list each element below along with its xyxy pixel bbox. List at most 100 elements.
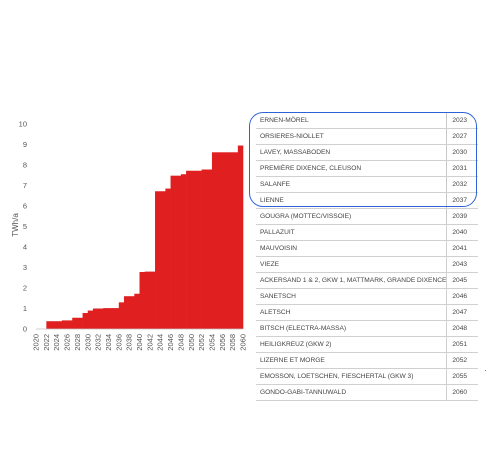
- x-tick-label: 2022: [42, 334, 51, 351]
- x-tick-label: 2054: [207, 334, 216, 351]
- step-bar: [155, 191, 166, 329]
- table-row: LIZERNE ET MORGE 2052: [256, 352, 478, 369]
- y-tick-label: 9: [23, 140, 27, 149]
- table-row: BITSCH (ELECTRA-MASSA) 2048: [256, 320, 478, 337]
- plant-year: 2030: [446, 144, 478, 161]
- plant-year: 2039: [446, 208, 478, 225]
- table-row: EMOSSON, LOETSCHEN, FIESCHERTAL (GKW 3) 2…: [256, 368, 478, 385]
- plant-year: 2043: [446, 256, 478, 273]
- step-bar: [103, 308, 120, 329]
- y-axis-label: TWh/a: [11, 213, 20, 237]
- step-bar: [170, 175, 182, 329]
- step-bar: [123, 296, 135, 329]
- x-tick-label: 2050: [187, 334, 196, 351]
- plant-year: 2045: [446, 272, 478, 289]
- table-row: HEILIGKREUZ (GKW 2) 2051: [256, 336, 478, 353]
- y-tick-label: 10: [19, 120, 27, 129]
- step-bar: [82, 313, 89, 329]
- table-row: SANETSCH 2046: [256, 288, 478, 305]
- plant-name: ERNEN-MÖREL: [256, 113, 448, 129]
- plant-year: 2027: [446, 128, 478, 145]
- plant-name: LIZERNE ET MORGE: [256, 352, 448, 369]
- plant-name: HEILIGKREUZ (GKW 2): [256, 336, 448, 353]
- x-tick-label: 2026: [63, 334, 72, 351]
- x-tick-label: 2034: [104, 334, 113, 351]
- plant-year: 2055: [446, 368, 478, 385]
- x-tick-label: 2052: [197, 334, 206, 351]
- plant-name: ACKERSAND 1 & 2, GKW 1, MATTMARK, GRANDE…: [256, 272, 448, 289]
- x-tick-label: 2024: [52, 334, 61, 351]
- table-row: PREMIÈRE DIXENCE, CLEUSON 2031: [256, 160, 478, 177]
- step-bar: [144, 271, 156, 329]
- plant-year: 2060: [446, 384, 478, 401]
- table-row: MAUVOISIN 2041: [256, 240, 478, 257]
- step-bar: [72, 317, 83, 329]
- plant-name: GONDO-GABI-TANNUWALD: [256, 384, 448, 401]
- table-row: GOUGRA (MOTTEC/VISSOIE) 2039: [256, 208, 478, 225]
- step-bar: [92, 308, 104, 329]
- x-axis: 2020 2022 2024 2026 2028 2030 2032 2034 2036 2038…: [32, 334, 248, 351]
- y-tick-label: 6: [23, 202, 27, 211]
- plant-name: LIENNE: [256, 192, 448, 209]
- step-bar: [211, 152, 239, 329]
- plant-name: VIEZE: [256, 256, 448, 273]
- y-tick-label: 2: [23, 284, 27, 293]
- plant-year: 2051: [446, 336, 478, 353]
- plant-name: GOUGRA (MOTTEC/VISSOIE): [256, 208, 448, 225]
- plant-name: MAUVOISIN: [256, 240, 448, 257]
- table-row: ACKERSAND 1 & 2, GKW 1, MATTMARK, GRANDE…: [256, 272, 478, 289]
- y-tick-label: 4: [23, 243, 27, 252]
- plant-name: SALANFE: [256, 176, 448, 193]
- y-tick-label: 3: [23, 263, 27, 272]
- step-bar: [237, 145, 244, 329]
- step-bar: [134, 293, 140, 329]
- x-tick-label: 2032: [94, 334, 103, 351]
- x-tick-label: 2040: [135, 334, 144, 351]
- table-row: SALANFE 2032: [256, 176, 478, 193]
- plant-year: 2041: [446, 240, 478, 257]
- x-tick-label: 2056: [218, 334, 227, 351]
- table-row: ORSIERES-NIOLLET 2027: [256, 128, 478, 145]
- step-bar: [61, 320, 73, 329]
- step-bar: [87, 310, 94, 329]
- step-bar: [46, 321, 63, 329]
- table-row: VIEZE 2043: [256, 256, 478, 273]
- table-row: PALLAZUIT 2040: [256, 224, 478, 241]
- plant-year: 2040: [446, 224, 478, 241]
- table-row: ALETSCH 2047: [256, 304, 478, 321]
- x-tick-label: 2042: [145, 334, 154, 351]
- plant-year: 2047: [446, 304, 478, 321]
- x-tick-label: 2030: [83, 334, 92, 351]
- plant-year: 2048: [446, 320, 478, 337]
- x-tick-label: 2028: [73, 334, 82, 351]
- x-tick-label: 2036: [114, 334, 123, 351]
- y-tick-label: 8: [23, 161, 27, 170]
- step-bar: [165, 188, 171, 329]
- y-tick-label: 0: [23, 325, 27, 334]
- step-bar: [186, 170, 202, 329]
- plant-year: 2046: [446, 288, 478, 305]
- y-axis: 0 1 2 3 4 5 6 7 8 9 10: [19, 120, 27, 334]
- stray-dot: [485, 370, 486, 371]
- plant-year: 2052: [446, 352, 478, 369]
- y-tick-label: 5: [23, 222, 27, 231]
- x-tick-label: 2038: [125, 334, 134, 351]
- plant-name: SANETSCH: [256, 288, 448, 305]
- power-plant-table: ERNEN-MÖREL 2023 ORSIERES-NIOLLET 2027 LAVEY…: [256, 113, 478, 401]
- plant-name: BITSCH (ELECTRA-MASSA): [256, 320, 448, 337]
- plant-name: ORSIERES-NIOLLET: [256, 128, 448, 145]
- x-tick-label: 2048: [176, 334, 185, 351]
- plant-name: ALETSCH: [256, 304, 448, 321]
- x-tick-label: 2046: [166, 334, 175, 351]
- step-bar: [201, 169, 213, 329]
- y-tick-label: 7: [23, 181, 27, 190]
- y-tick-label: 1: [23, 304, 27, 313]
- step-bar: [118, 302, 125, 329]
- table-row: LAVEY, MASSABODEN 2030: [256, 144, 478, 161]
- table-row: GONDO-GABI-TANNUWALD 2060: [256, 384, 478, 401]
- plant-name: LAVEY, MASSABODEN: [256, 144, 448, 161]
- step-bar: [139, 272, 145, 329]
- plant-year: 2032: [446, 176, 478, 193]
- plant-name: PREMIÈRE DIXENCE, CLEUSON: [256, 160, 448, 177]
- step-bar: [180, 174, 187, 329]
